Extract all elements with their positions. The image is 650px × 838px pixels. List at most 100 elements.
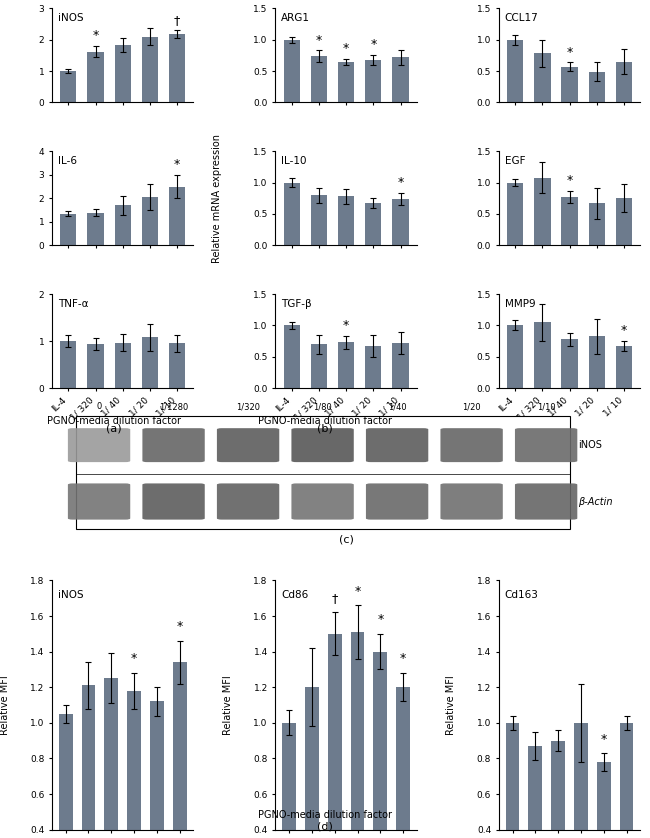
Text: β-Actin: β-Actin bbox=[578, 497, 613, 506]
Bar bbox=[282, 723, 296, 838]
Bar bbox=[173, 662, 187, 838]
Bar bbox=[338, 62, 354, 102]
FancyBboxPatch shape bbox=[68, 428, 130, 462]
Text: 1/80: 1/80 bbox=[313, 402, 332, 411]
Bar bbox=[534, 323, 551, 388]
Bar bbox=[311, 344, 327, 388]
Bar bbox=[616, 199, 632, 246]
Bar bbox=[283, 39, 300, 102]
Bar bbox=[328, 634, 341, 838]
Y-axis label: Relative mRNA expression: Relative mRNA expression bbox=[212, 134, 222, 263]
Text: 1/40: 1/40 bbox=[388, 402, 406, 411]
Bar bbox=[534, 54, 551, 102]
Bar bbox=[534, 178, 551, 246]
Text: 1/10: 1/10 bbox=[537, 402, 556, 411]
Text: †: † bbox=[332, 592, 338, 605]
Text: PGNO-media dilution factor: PGNO-media dilution factor bbox=[47, 416, 181, 426]
Text: 0: 0 bbox=[96, 402, 101, 411]
Bar bbox=[338, 343, 354, 388]
Bar bbox=[283, 183, 300, 246]
Bar bbox=[365, 346, 382, 388]
Text: MMP9: MMP9 bbox=[504, 299, 535, 309]
Bar bbox=[283, 325, 300, 388]
Bar bbox=[60, 71, 77, 102]
FancyBboxPatch shape bbox=[217, 484, 280, 520]
Text: PGNO-media dilution factor: PGNO-media dilution factor bbox=[258, 810, 392, 820]
Text: iNOS: iNOS bbox=[578, 440, 603, 450]
FancyBboxPatch shape bbox=[366, 484, 428, 520]
Text: *: * bbox=[601, 732, 607, 746]
Text: *: * bbox=[377, 613, 384, 626]
FancyBboxPatch shape bbox=[515, 484, 577, 520]
Text: Cd86: Cd86 bbox=[281, 591, 308, 600]
Bar bbox=[589, 72, 605, 102]
Bar bbox=[574, 723, 588, 838]
Bar bbox=[60, 341, 77, 388]
Bar bbox=[528, 746, 542, 838]
Text: *: * bbox=[92, 29, 99, 42]
Text: TGF-β: TGF-β bbox=[281, 299, 312, 309]
Bar bbox=[597, 762, 610, 838]
Text: iNOS: iNOS bbox=[58, 13, 83, 23]
Text: 1/320: 1/320 bbox=[236, 402, 260, 411]
Bar bbox=[338, 196, 354, 246]
Text: CCL17: CCL17 bbox=[504, 13, 538, 23]
Text: *: * bbox=[174, 158, 180, 172]
Text: *: * bbox=[343, 42, 349, 54]
Bar bbox=[365, 203, 382, 246]
Text: *: * bbox=[400, 653, 406, 665]
Bar bbox=[169, 344, 185, 388]
FancyBboxPatch shape bbox=[142, 484, 205, 520]
FancyBboxPatch shape bbox=[291, 428, 354, 462]
Text: *: * bbox=[354, 585, 361, 597]
Bar bbox=[396, 687, 410, 838]
Bar bbox=[507, 325, 523, 388]
Bar bbox=[619, 723, 633, 838]
Bar bbox=[114, 45, 131, 102]
Bar bbox=[87, 344, 103, 388]
Bar bbox=[311, 195, 327, 246]
Bar bbox=[507, 39, 523, 102]
Text: (b): (b) bbox=[317, 423, 333, 433]
Bar bbox=[142, 197, 158, 246]
FancyBboxPatch shape bbox=[68, 484, 130, 520]
Y-axis label: Relative MFI: Relative MFI bbox=[0, 675, 10, 735]
Y-axis label: Relative MFI: Relative MFI bbox=[223, 675, 233, 735]
Bar bbox=[616, 62, 632, 102]
Bar bbox=[374, 652, 387, 838]
FancyBboxPatch shape bbox=[142, 428, 205, 462]
Bar bbox=[60, 214, 77, 246]
Text: IL-6: IL-6 bbox=[58, 156, 77, 166]
Text: (d): (d) bbox=[317, 821, 333, 831]
Bar bbox=[305, 687, 318, 838]
Bar bbox=[87, 213, 103, 246]
Bar bbox=[506, 723, 519, 838]
Text: †: † bbox=[174, 13, 180, 27]
FancyBboxPatch shape bbox=[441, 484, 503, 520]
Text: *: * bbox=[177, 620, 183, 634]
Text: ARG1: ARG1 bbox=[281, 13, 310, 23]
Bar bbox=[551, 741, 565, 838]
FancyBboxPatch shape bbox=[441, 428, 503, 462]
Text: Cd163: Cd163 bbox=[504, 591, 538, 600]
Text: (c): (c) bbox=[339, 535, 354, 545]
Bar bbox=[589, 336, 605, 388]
Bar bbox=[114, 205, 131, 246]
Bar bbox=[142, 37, 158, 102]
Text: *: * bbox=[621, 324, 627, 338]
Text: IL-10: IL-10 bbox=[281, 156, 307, 166]
Bar bbox=[393, 199, 409, 246]
Bar bbox=[589, 204, 605, 246]
Text: *: * bbox=[316, 34, 322, 47]
Bar bbox=[311, 56, 327, 102]
Text: 1/1280: 1/1280 bbox=[159, 402, 188, 411]
Bar bbox=[114, 343, 131, 388]
Bar bbox=[393, 57, 409, 102]
FancyBboxPatch shape bbox=[515, 428, 577, 462]
FancyBboxPatch shape bbox=[366, 428, 428, 462]
Bar bbox=[562, 339, 578, 388]
Bar bbox=[169, 187, 185, 246]
Text: *: * bbox=[566, 45, 573, 59]
Bar bbox=[351, 632, 365, 838]
Text: *: * bbox=[566, 174, 573, 187]
